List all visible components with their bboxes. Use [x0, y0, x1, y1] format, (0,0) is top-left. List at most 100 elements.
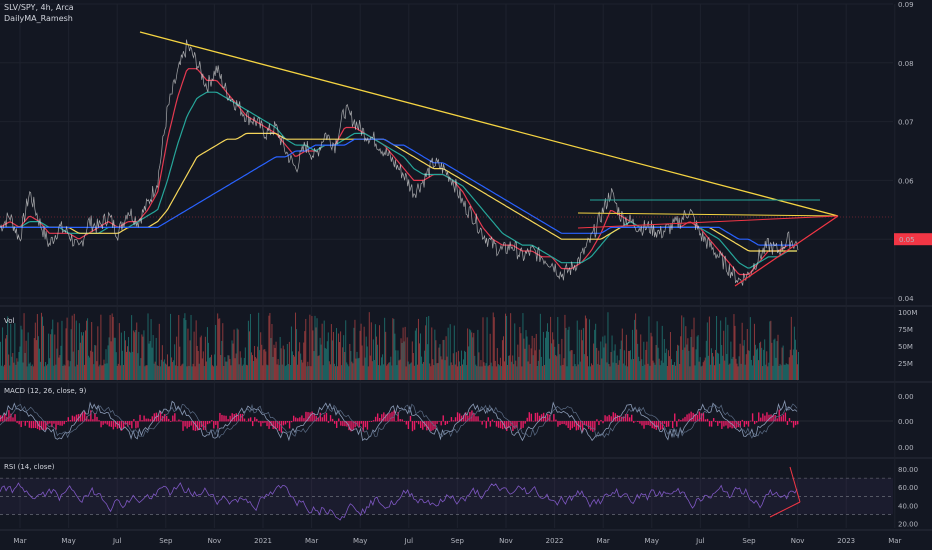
volume-bar [482, 317, 484, 380]
price-axis[interactable]: 0.090.080.070.060.050.040.05100M75M50M25… [894, 1, 932, 528]
volume-bar [506, 315, 508, 380]
time-tick-label-12: Mar [597, 537, 610, 545]
volume-bar [455, 352, 457, 380]
volume-bar [402, 327, 404, 380]
volume-bar [574, 364, 576, 380]
volume-bar [359, 330, 361, 380]
macd-pane-label[interactable]: MACD (12, 26, close, 9) [4, 387, 87, 395]
volume-bar [351, 361, 353, 380]
macd-histogram-bar [510, 421, 512, 426]
volume-bar [411, 341, 413, 380]
support-line-yellow [577, 212, 839, 217]
volume-bar [394, 333, 396, 380]
macd-histogram-bar [704, 419, 707, 422]
volume-bar [308, 366, 310, 380]
volume-bar [53, 365, 55, 380]
volume-bar [436, 363, 438, 380]
macd-histogram-bar [149, 419, 151, 422]
macd-histogram-bar [583, 421, 586, 425]
volume-bar [548, 331, 550, 380]
volume-bar [227, 355, 229, 380]
volume-bar [471, 332, 473, 380]
volume-bar [517, 344, 519, 380]
volume-bar [546, 331, 547, 380]
rsi-tick-label-3: 20.00 [898, 520, 918, 528]
trendline-drawings[interactable] [0, 31, 893, 518]
volume-bar [211, 354, 213, 380]
macd-histogram-bar [239, 413, 242, 422]
volume-bar [650, 332, 652, 380]
volume-bar [3, 366, 5, 380]
volume-bar [177, 366, 179, 380]
volume-bar [271, 323, 273, 380]
macd-histogram-bar [217, 421, 219, 429]
volume-bar [320, 344, 322, 380]
macd-histogram-bar [672, 421, 674, 429]
macd-histogram-bar [258, 421, 260, 423]
volume-bar [391, 365, 393, 380]
macd-histogram-bar [307, 412, 309, 422]
volume-bar [551, 343, 553, 380]
macd-histogram-bar [686, 414, 688, 422]
volume-bar [493, 317, 495, 380]
volume-bar [160, 359, 162, 380]
indicator-title[interactable]: DailyMA_Ramesh [4, 14, 73, 23]
macd-histogram-bar [674, 413, 676, 422]
volume-bar [328, 361, 330, 380]
volume-bar [616, 355, 618, 380]
volume-bar [281, 364, 283, 380]
volume-bar [162, 361, 164, 380]
macd-histogram-bar [241, 413, 244, 422]
macd-histogram-bar [215, 421, 217, 425]
rsi-tick-label-0: 80.00 [898, 466, 918, 474]
volume-bar [440, 356, 442, 380]
volume-bar [360, 323, 362, 380]
macd-histogram-bar [637, 421, 639, 423]
macd-histogram-bar [315, 416, 317, 422]
volume-bar [180, 366, 182, 380]
volume-bar [532, 355, 534, 380]
volume-bar [270, 338, 272, 380]
volume-bar [179, 346, 181, 380]
volume-bar [150, 319, 152, 380]
volume-bar [71, 315, 73, 380]
macd-histogram-bar [635, 420, 637, 422]
macd-histogram-bar [710, 421, 713, 427]
volume-bar [226, 361, 228, 380]
volume-bar [339, 342, 341, 380]
volume-bar [297, 364, 299, 380]
volume-bar [157, 365, 159, 380]
volume-bar [478, 352, 480, 380]
volume-bar [642, 365, 644, 380]
macd-histogram-bar [448, 421, 451, 422]
macd-histogram-bar [352, 421, 354, 431]
macd-histogram-bar [633, 421, 635, 423]
volume-bar [685, 326, 687, 380]
volume-bar [376, 344, 378, 380]
macd-histogram-bar [237, 415, 240, 422]
volume-bar [459, 366, 461, 380]
time-axis[interactable]: Mar May Jul Sep Nov 2021 Mar May Jul Sep Nov 2022 Ma… [13, 537, 901, 545]
macd-histogram-bar [163, 414, 166, 422]
volume-bar [216, 365, 218, 380]
rsi-tick-label-1: 60.00 [898, 484, 918, 492]
volume-bar [793, 326, 795, 380]
volume-bar [138, 331, 140, 380]
volume-bar [442, 339, 444, 380]
volume-bar [132, 351, 134, 380]
macd-histogram-bar [327, 421, 330, 423]
volume-pane-label[interactable]: Vol [4, 317, 15, 325]
symbol-title[interactable]: SLV/SPY, 4h, Arca [4, 3, 74, 12]
volume-bar [582, 328, 584, 380]
macd-histogram-bar [288, 421, 291, 429]
volume-bar [578, 329, 580, 380]
macd-histogram-bar [602, 421, 604, 424]
volume-bar [222, 323, 224, 380]
volume-bar [523, 338, 525, 380]
macd-histogram-bar [26, 421, 29, 423]
rsi-pane-label[interactable]: RSI (14, close) [4, 463, 55, 471]
volume-bar [498, 365, 500, 380]
volume-bar [541, 366, 543, 380]
macd-histogram-bar [712, 418, 715, 422]
